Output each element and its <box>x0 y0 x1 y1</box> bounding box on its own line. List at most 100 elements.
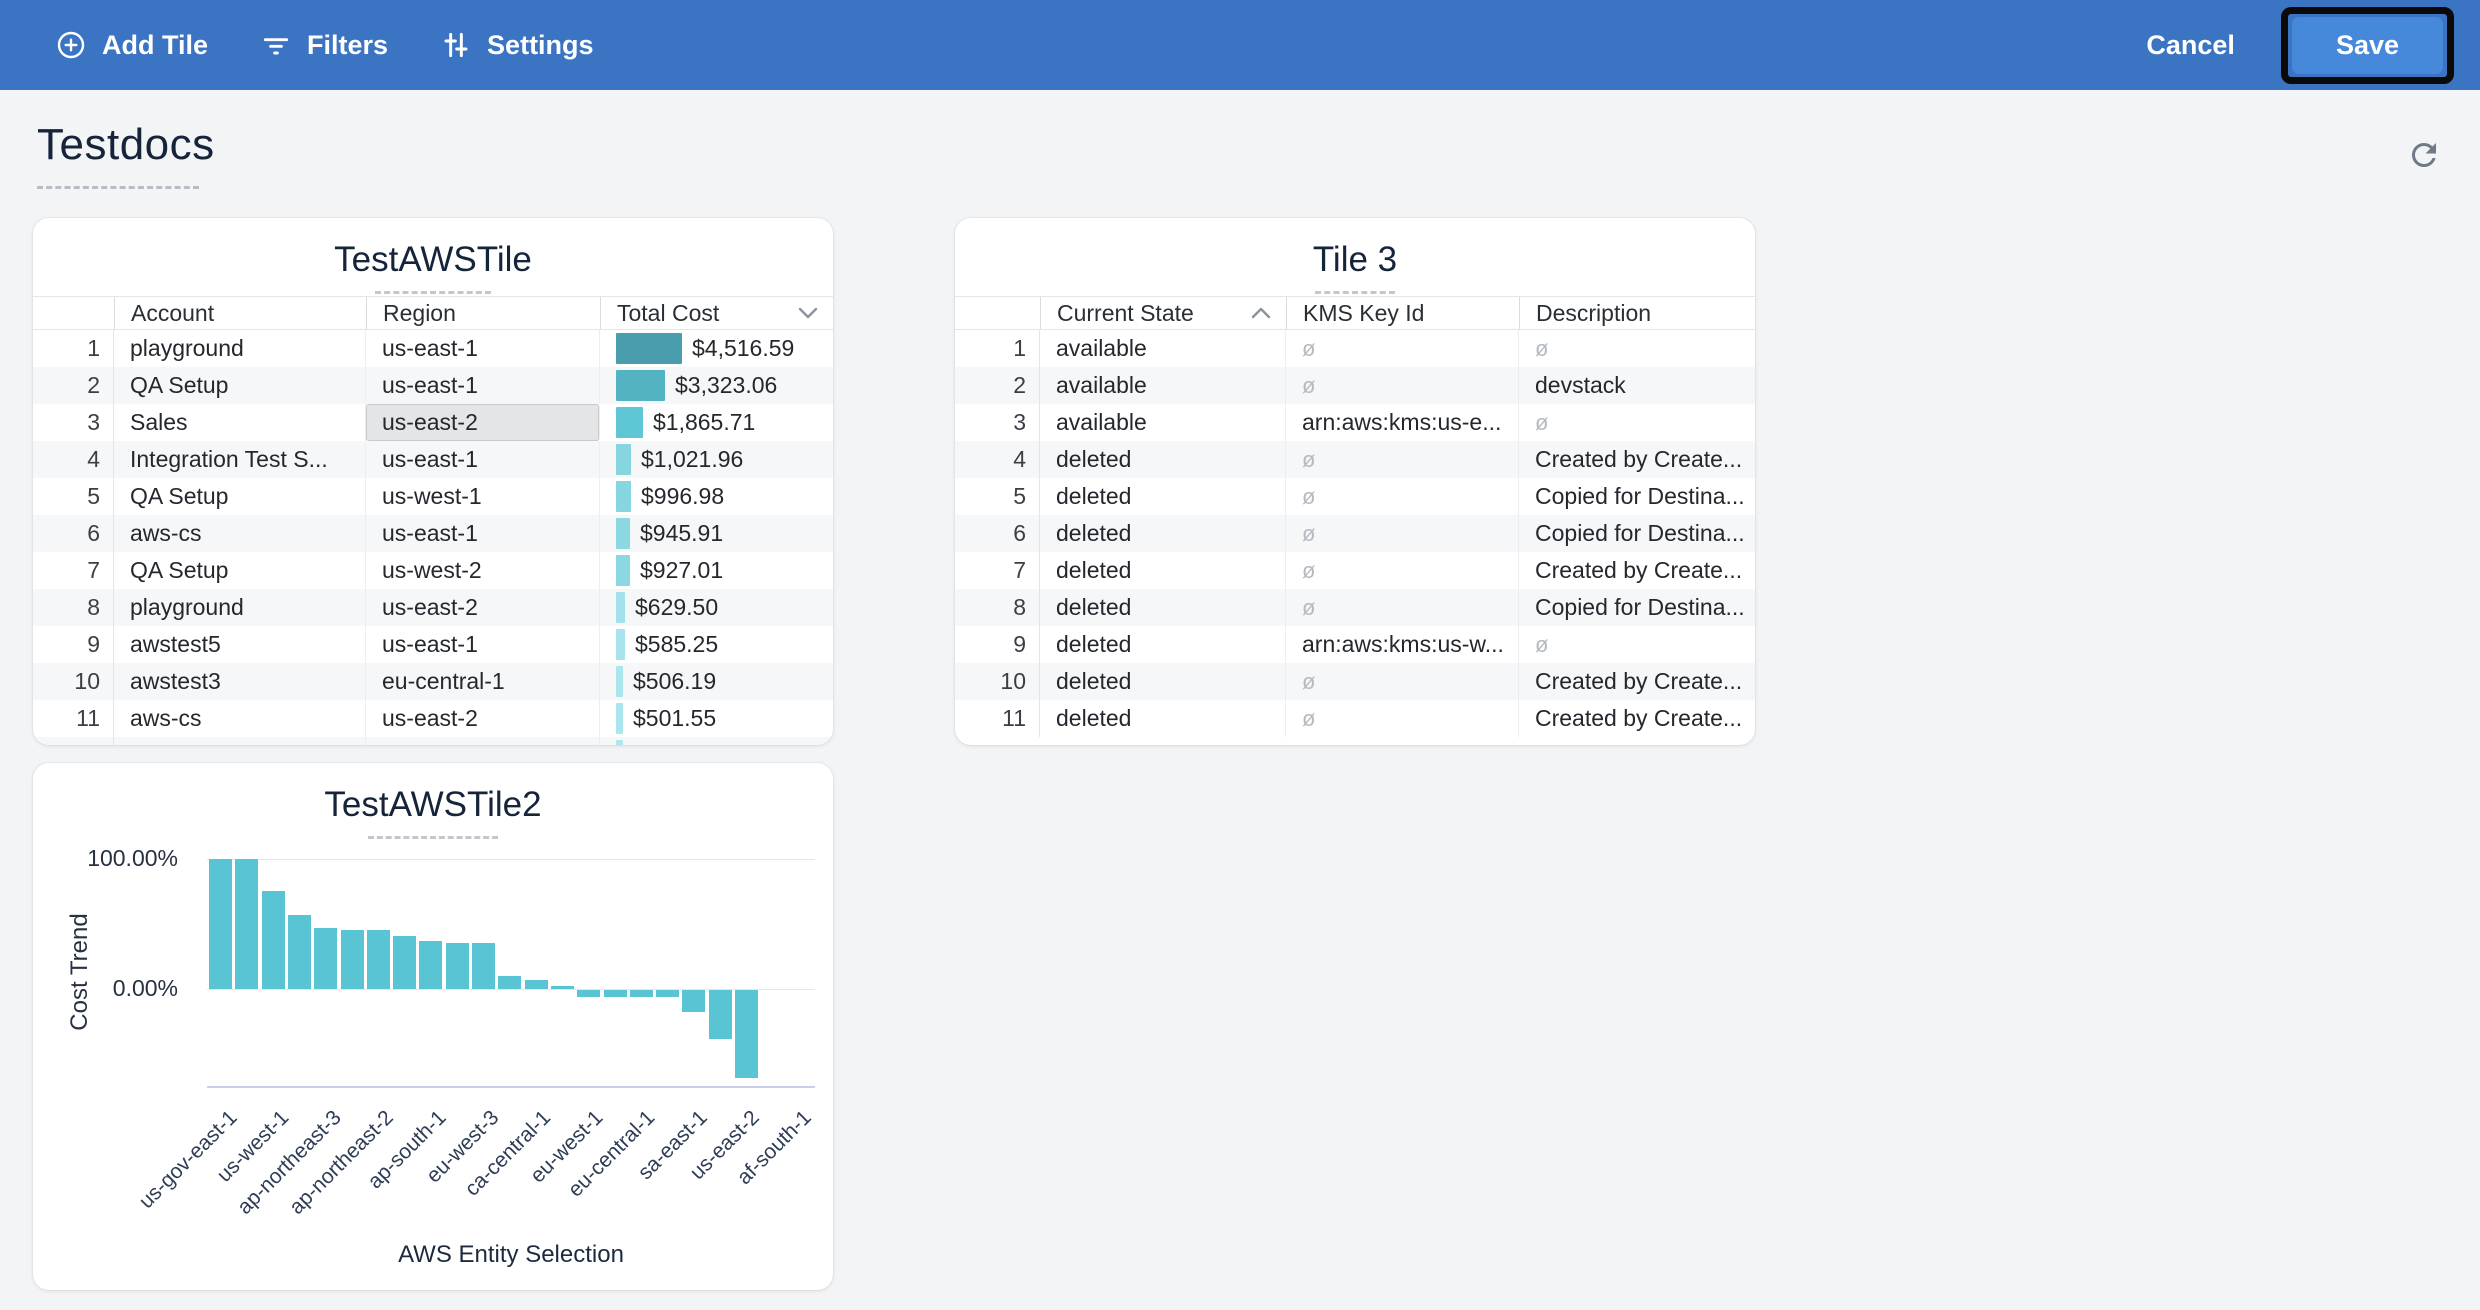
cell-current-state[interactable]: deleted <box>1040 552 1286 589</box>
cell-kms-key-id[interactable]: arn:aws:kms:us-w... <box>1286 626 1519 663</box>
table-header-row: Current State KMS Key Id Description <box>955 296 1755 330</box>
column-header-label: Description <box>1536 299 1652 326</box>
table-row: 1 playground us-east-1 $4,516.59 <box>33 330 833 367</box>
refresh-icon <box>2412 142 2436 167</box>
x-axis-title: AWS Entity Selection <box>398 1241 624 1268</box>
cell-current-state[interactable]: deleted <box>1040 478 1286 515</box>
cell-region[interactable]: us-east-1 <box>366 330 600 367</box>
cell-account[interactable]: QA Setup <box>114 367 366 404</box>
cell-total-cost[interactable]: $1,865.71 <box>600 404 833 441</box>
cancel-button[interactable]: Cancel <box>2146 29 2235 60</box>
cell-kms-key-id[interactable]: ø <box>1286 330 1519 367</box>
cell-current-state[interactable]: available <box>1040 367 1286 404</box>
cell-description[interactable]: Copied for Destina... <box>1535 520 1745 546</box>
cell-account[interactable]: QA Setup <box>114 478 366 515</box>
cell-account[interactable]: playground <box>114 330 366 367</box>
cost-bar <box>616 444 631 475</box>
cell-account[interactable]: playground <box>114 589 366 626</box>
cell-region[interactable]: us-east-2 <box>366 589 600 626</box>
cell-current-state[interactable]: deleted <box>1040 589 1286 626</box>
tile-title[interactable]: Tile 3 <box>1312 240 1398 279</box>
cell-description[interactable]: ø <box>1519 626 1755 663</box>
cell-total-cost[interactable]: $945.91 <box>600 515 833 552</box>
settings-button[interactable]: Settings <box>440 29 594 61</box>
cell-description[interactable]: Created by Create... <box>1535 705 1743 731</box>
cell-description[interactable]: ø <box>1519 404 1755 441</box>
cell-total-cost[interactable]: $4,516.59 <box>600 330 833 367</box>
cell-description[interactable]: Created by Create... <box>1535 557 1743 583</box>
chart-bar <box>498 976 521 989</box>
cell-kms-key-id[interactable]: arn:aws:kms:us-e... <box>1286 404 1519 441</box>
cell-kms-key-id[interactable]: ø <box>1286 589 1519 626</box>
cell-account[interactable]: Integration Test S... <box>114 441 366 478</box>
cell-total-cost[interactable]: $1,021.96 <box>600 441 833 478</box>
sliders-icon <box>440 29 472 61</box>
cell-description[interactable]: Copied for Destina... <box>1535 594 1745 620</box>
row-number: 9 <box>955 626 1040 663</box>
cell-account[interactable]: awstest5 <box>114 626 366 663</box>
cell-kms-key-id[interactable]: ø <box>1286 367 1519 404</box>
cell-kms-key-id[interactable]: ø <box>1286 478 1519 515</box>
cell-current-state[interactable]: deleted <box>1040 626 1286 663</box>
cell-total-cost[interactable]: $629.50 <box>600 589 833 626</box>
chevron-up-icon[interactable] <box>1250 306 1272 320</box>
column-header-kms-key-id[interactable]: KMS Key Id <box>1286 297 1519 329</box>
cell-current-state[interactable]: deleted <box>1040 441 1286 478</box>
cell-kms-key-id[interactable]: ø <box>1286 515 1519 552</box>
chevron-down-icon[interactable] <box>797 306 819 320</box>
cell-description[interactable]: Created by Create... <box>1535 446 1743 472</box>
cell-total-cost[interactable]: $3,323.06 <box>600 367 833 404</box>
cell-account[interactable]: QA Setup <box>114 552 366 589</box>
column-header-account[interactable]: Account <box>114 297 366 329</box>
chart-bar <box>393 936 416 989</box>
cell-total-cost[interactable]: $501.55 <box>600 700 833 737</box>
cell-current-state[interactable]: deleted <box>1040 515 1286 552</box>
add-tile-button[interactable]: Add Tile <box>55 29 208 61</box>
cell-description[interactable]: devstack <box>1535 372 1626 398</box>
cell-account[interactable]: aws-cs <box>114 700 366 737</box>
cell-kms-key-id[interactable]: ø <box>1286 441 1519 478</box>
cell-kms-key-id[interactable]: ø <box>1286 552 1519 589</box>
cell-total-cost[interactable]: $585.25 <box>600 626 833 663</box>
column-header-description[interactable]: Description <box>1519 297 1755 329</box>
save-button-highlight-box: Save <box>2280 6 2454 84</box>
cell-current-state[interactable]: deleted <box>1040 700 1286 737</box>
cell-account[interactable]: Sales <box>114 404 366 441</box>
cell-region[interactable]: eu-central-1 <box>366 663 600 700</box>
cell-kms-key-id[interactable]: ø <box>1286 700 1519 737</box>
cell-region[interactable]: us-east-1 <box>366 626 600 663</box>
tile-title[interactable]: TestAWSTile2 <box>324 785 542 824</box>
cell-region[interactable]: us-west-1 <box>366 478 600 515</box>
save-button[interactable]: Save <box>2291 16 2443 74</box>
cell-description[interactable]: Copied for Destina... <box>1535 483 1745 509</box>
cell-total-cost[interactable]: $996.98 <box>600 478 833 515</box>
column-header-region[interactable]: Region <box>366 297 600 329</box>
cell-kms-key-id[interactable]: ø <box>1286 663 1519 700</box>
cell-description[interactable]: ø <box>1519 330 1755 367</box>
cell-region[interactable]: us-east-2 <box>366 700 600 737</box>
cell-current-state[interactable]: available <box>1040 330 1286 367</box>
row-number-header <box>955 297 1040 329</box>
cell-account[interactable]: awstest3 <box>114 663 366 700</box>
cell-region-selected[interactable]: us-east-2 <box>366 404 600 441</box>
filters-button[interactable]: Filters <box>260 29 388 61</box>
cell-total-cost[interactable]: $927.01 <box>600 552 833 589</box>
settings-label: Settings <box>487 29 594 60</box>
cell-region[interactable]: us-west-2 <box>366 552 600 589</box>
cell-description[interactable]: Created by Create... <box>1535 668 1743 694</box>
column-header-total-cost[interactable]: Total Cost <box>600 297 833 329</box>
cell-current-state[interactable]: available <box>1040 404 1286 441</box>
refresh-button[interactable] <box>2404 136 2444 176</box>
cell-region[interactable]: us-east-1 <box>366 367 600 404</box>
column-header-current-state[interactable]: Current State <box>1040 297 1286 329</box>
cell-total-cost[interactable]: $506.19 <box>600 663 833 700</box>
cell-region[interactable]: us-east-1 <box>366 515 600 552</box>
cell-account[interactable]: aws-cs <box>114 515 366 552</box>
column-header-label: Total Cost <box>617 299 720 326</box>
tile-title[interactable]: TestAWSTile <box>334 240 532 279</box>
chart-bar <box>288 915 311 989</box>
cost-bar <box>616 666 623 697</box>
page-title[interactable]: Testdocs <box>37 120 215 169</box>
cell-current-state[interactable]: deleted <box>1040 663 1286 700</box>
cell-region[interactable]: us-east-1 <box>366 441 600 478</box>
